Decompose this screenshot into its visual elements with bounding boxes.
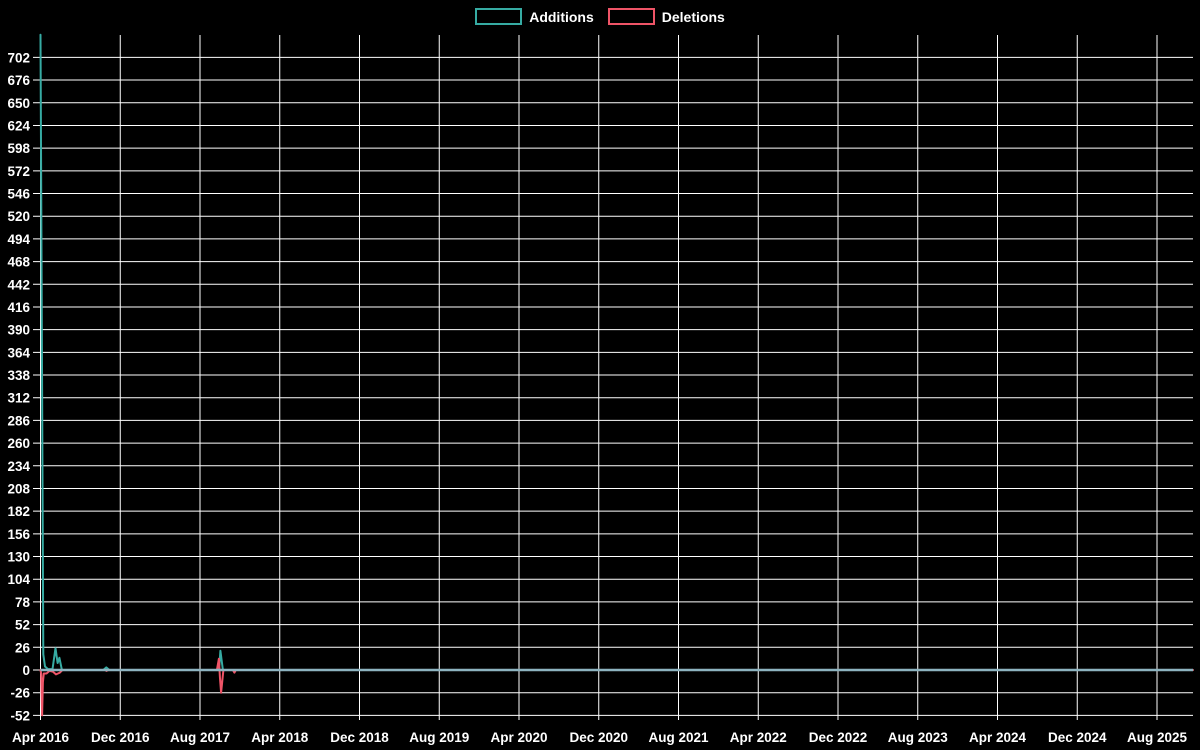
y-tick-label: 442	[7, 277, 30, 292]
y-tick-label: 286	[7, 413, 30, 428]
y-tick-label: 390	[7, 323, 30, 338]
x-tick-label: Dec 2020	[569, 730, 628, 745]
y-tick-label: 624	[7, 118, 30, 133]
x-tick-label: Apr 2020	[490, 730, 547, 745]
x-tick-label: Aug 2021	[648, 730, 709, 745]
series-deletions	[39, 657, 1194, 717]
additions-swatch-icon	[475, 8, 523, 25]
x-tick-label: Aug 2025	[1127, 730, 1188, 745]
y-tick-label: 26	[15, 640, 31, 655]
y-tick-label: 468	[7, 255, 30, 270]
y-tick-label: 0	[22, 663, 30, 678]
y-tick-label: 676	[7, 73, 30, 88]
x-tick-label: Aug 2017	[170, 730, 230, 745]
y-tick-label: 260	[7, 436, 30, 451]
y-tick-label: 364	[7, 345, 30, 360]
legend-item-deletions[interactable]: Deletions	[607, 8, 725, 25]
y-tick-label: 312	[7, 391, 30, 406]
x-tick-label: Apr 2016	[12, 730, 70, 745]
y-tick-label: 338	[7, 368, 30, 383]
legend-label-deletions: Deletions	[661, 8, 725, 25]
gridlines	[33, 35, 1193, 720]
y-tick-label: 52	[15, 618, 30, 633]
y-tick-label: 78	[15, 595, 31, 610]
x-tick-label: Dec 2024	[1048, 730, 1107, 745]
y-tick-label: 494	[7, 232, 30, 247]
y-tick-label: 182	[7, 504, 30, 519]
legend-label-additions: Additions	[529, 8, 594, 25]
x-tick-label: Apr 2018	[251, 730, 309, 745]
y-tick-label: -26	[10, 686, 30, 701]
deletions-swatch-icon	[607, 8, 655, 25]
x-tick-label: Dec 2018	[330, 730, 389, 745]
legend-item-additions[interactable]: Additions	[475, 8, 594, 25]
x-tick-label: Dec 2022	[809, 730, 868, 745]
y-tick-label: 598	[7, 141, 30, 156]
y-tick-label: 130	[7, 550, 30, 565]
y-tick-label: 546	[7, 187, 30, 202]
x-tick-label: Aug 2023	[888, 730, 949, 745]
x-tick-label: Apr 2022	[730, 730, 787, 745]
y-tick-label: 572	[7, 164, 30, 179]
axis-labels: 7026766506245985725465204944684424163903…	[7, 50, 1187, 745]
y-tick-label: 702	[7, 50, 30, 65]
y-tick-label: 156	[7, 527, 30, 542]
y-tick-label: 520	[7, 209, 30, 224]
y-tick-label: 416	[7, 300, 30, 315]
x-tick-label: Dec 2016	[91, 730, 150, 745]
y-tick-label: 234	[7, 459, 30, 474]
x-tick-label: Apr 2024	[969, 730, 1027, 745]
y-tick-label: -52	[10, 708, 30, 723]
y-tick-label: 208	[7, 481, 30, 496]
chart-legend: Additions Deletions	[0, 8, 1200, 25]
y-tick-label: 104	[7, 572, 30, 587]
y-tick-label: 650	[7, 96, 30, 111]
x-tick-label: Aug 2019	[409, 730, 469, 745]
